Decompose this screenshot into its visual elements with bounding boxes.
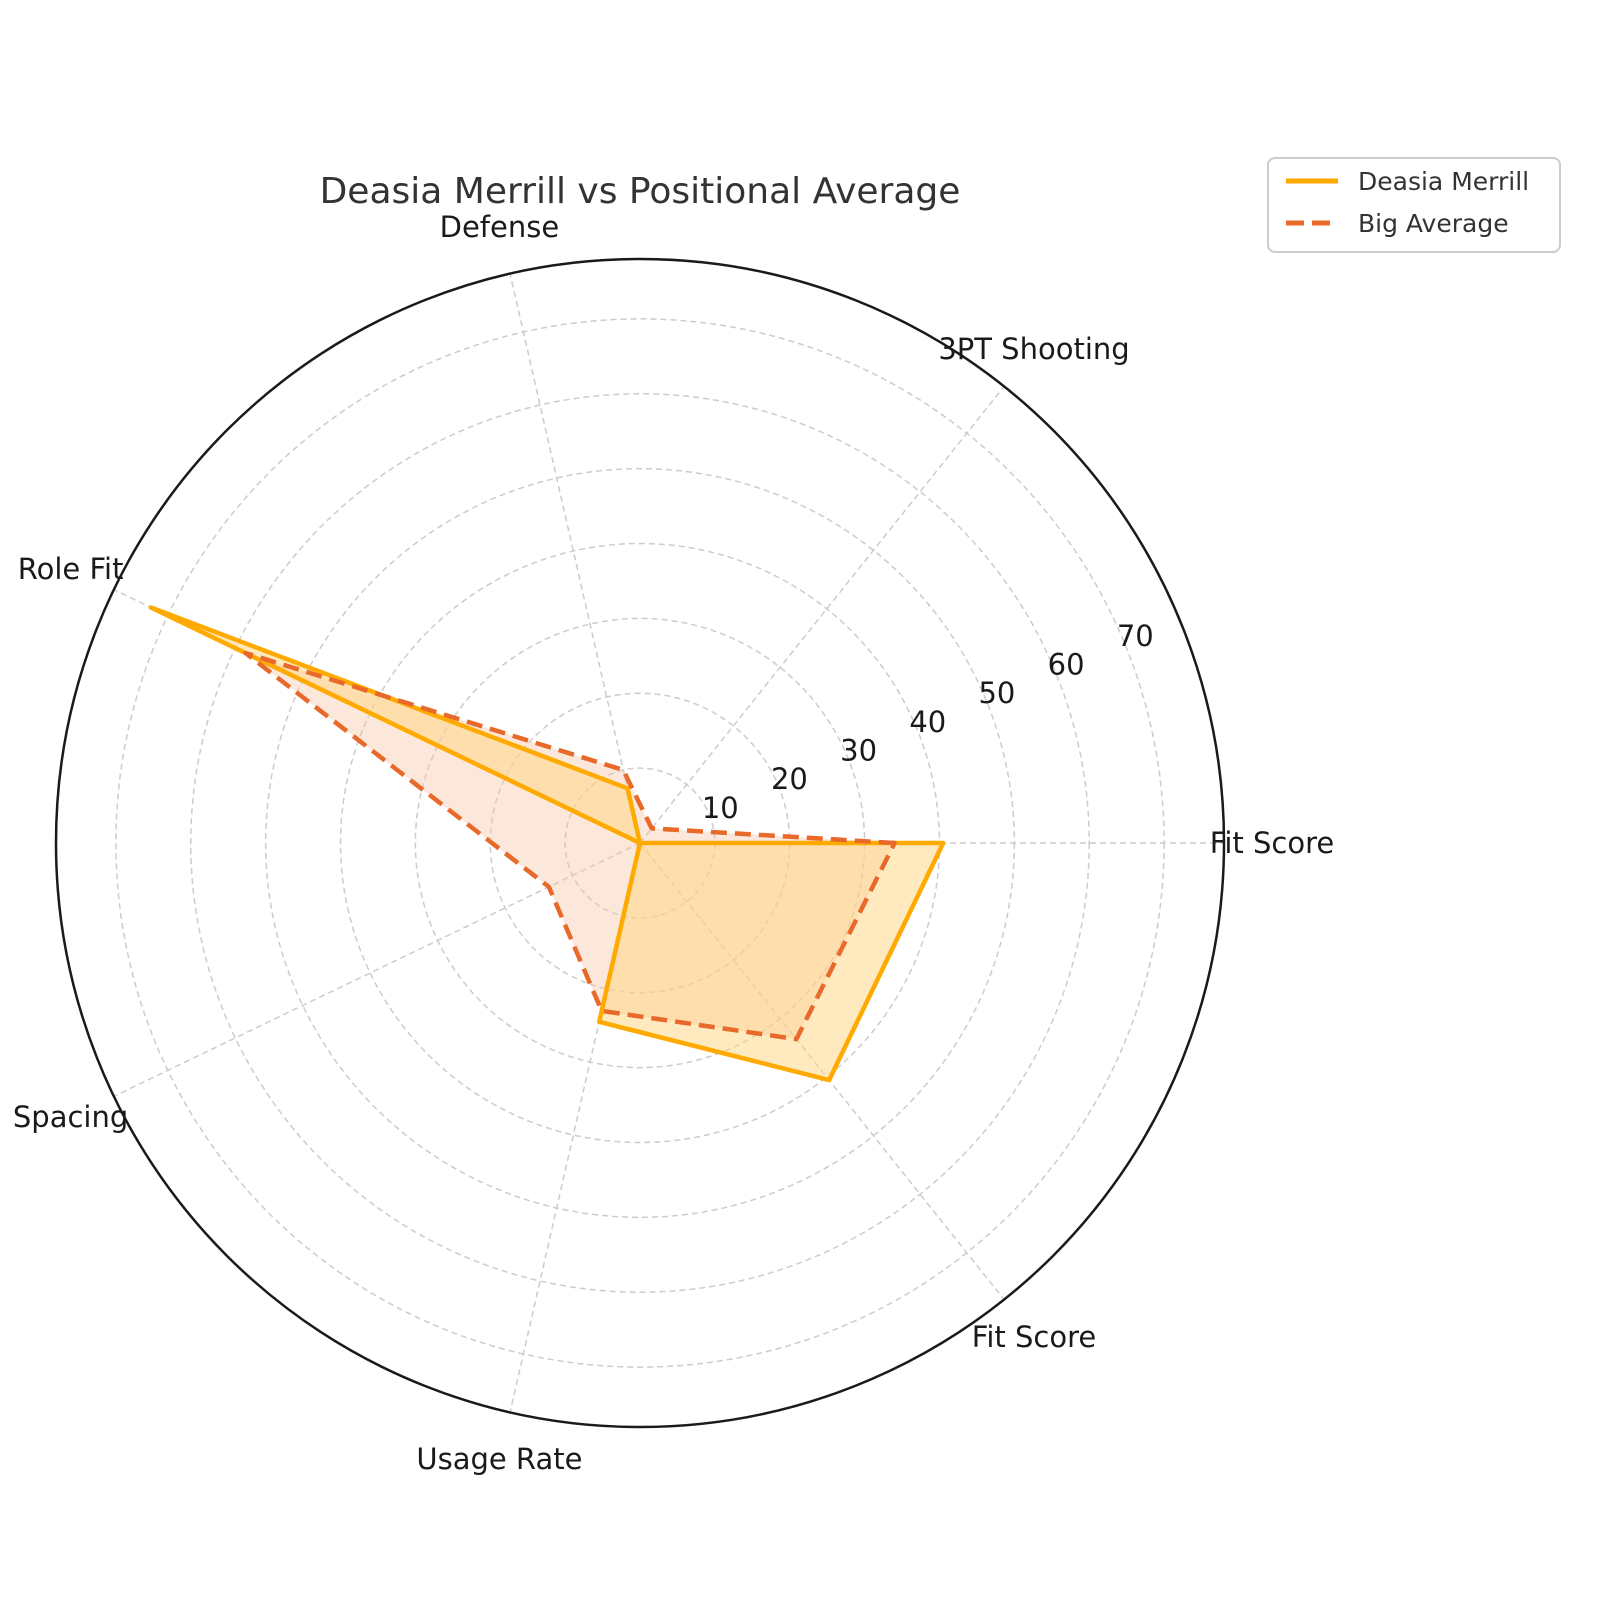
radial-tick-labels: 10 20 30 40 50 60 70 (702, 619, 1154, 825)
series-lines (148, 605, 946, 1083)
axis-label-2: Defense (440, 210, 560, 244)
legend-frame (1267, 157, 1561, 253)
axis-label-1: 3PT Shooting (938, 332, 1129, 366)
axis-label-5: Usage Rate (416, 1442, 582, 1476)
axis-label-0: Fit Score (1210, 826, 1334, 860)
chart-title: Deasia Merrill vs Positional Average (320, 171, 961, 212)
r-tick-label-30: 30 (840, 734, 877, 768)
outer-frame (54, 257, 1226, 1429)
r-tick-label-70: 70 (1117, 619, 1154, 653)
axis-label-3: Role Fit (18, 552, 124, 586)
series-fill-0 (150, 607, 944, 1081)
legend: Deasia Merrill Big Average (1267, 157, 1561, 253)
series-line-0 (148, 605, 946, 1083)
r-tick-label-10: 10 (702, 791, 739, 825)
r-tick-label-20: 20 (771, 762, 808, 796)
grid-spoke-1 (639, 385, 1005, 844)
axis-label-4: Spacing (13, 1100, 128, 1134)
legend-label-deasia-merrill: Deasia Merrill (1358, 167, 1529, 196)
series-line-1 (243, 650, 897, 1042)
grid-ring-60 (190, 393, 1090, 1293)
grid-spoke-4 (113, 842, 641, 1098)
grid-spoke-2 (509, 273, 641, 844)
grid-spoke-5 (509, 842, 641, 1413)
r-tick-label-40: 40 (909, 705, 946, 739)
series-fills (150, 607, 944, 1081)
axis-labels: Fit Score 3PT Shooting Defense Role Fit Spac… (13, 210, 1334, 1476)
legend-label-big-average: Big Average (1358, 209, 1509, 238)
axis-label-6: Fit Score (972, 1320, 1096, 1354)
r-tick-label-50: 50 (978, 676, 1015, 710)
r-tick-label-60: 60 (1048, 648, 1085, 682)
